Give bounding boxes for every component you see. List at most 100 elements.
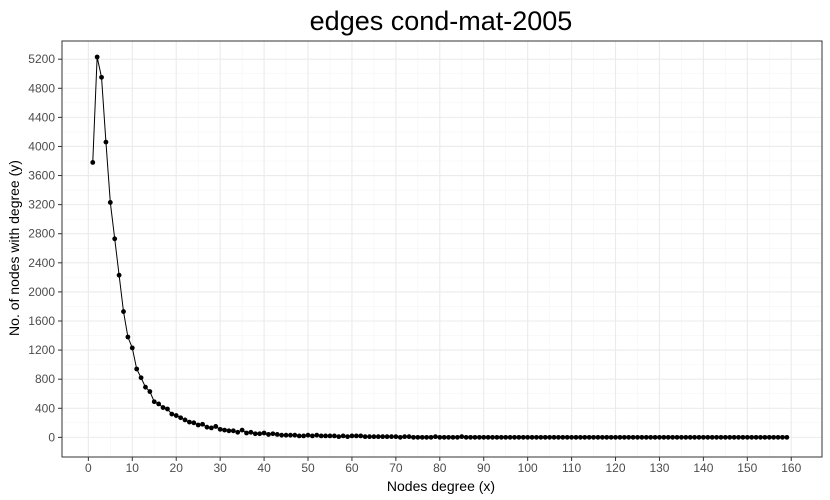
data-point [657,434,662,440]
data-point [252,431,258,437]
data-point [428,434,434,440]
x-tick-label: 40 [257,461,271,475]
data-point [362,434,368,440]
data-point [323,433,328,439]
data-point [433,434,438,440]
x-tick-label: 110 [562,461,581,475]
data-point [481,434,487,440]
data-point [696,434,702,440]
data-point [375,434,381,440]
data-point [165,406,170,412]
data-point [143,384,148,390]
data-point [582,434,588,440]
data-point [305,432,311,438]
data-point [204,424,210,430]
y-tick-label: 4000 [28,139,55,153]
y-tick-label: 4400 [28,110,55,124]
data-point [718,434,724,440]
data-point [288,432,293,438]
data-point [402,434,408,440]
data-point [740,434,746,440]
data-point [564,434,570,440]
x-tick-label: 60 [345,461,359,475]
data-point [459,434,465,440]
data-point [617,434,623,440]
data-point [472,434,478,440]
data-point [195,422,201,428]
data-point [476,434,482,440]
data-point [248,429,254,435]
data-point [270,431,276,437]
data-point [200,421,205,427]
data-point [125,334,131,340]
data-point [512,434,517,440]
data-point [687,434,693,440]
data-point [353,433,359,439]
x-tick-label: 10 [126,461,140,475]
data-point [173,413,179,418]
data-point [599,434,605,440]
data-point [266,432,271,437]
data-point [112,236,118,242]
data-point [301,433,307,439]
data-point [349,433,355,439]
data-point [714,434,719,440]
data-point [630,434,636,440]
data-point [520,434,526,440]
data-point [503,434,509,440]
grid [62,41,822,457]
x-tick-label: 80 [433,461,447,475]
data-point [310,433,315,439]
data-point [516,434,522,440]
data-point [397,434,403,440]
data-point [525,434,531,440]
data-point [613,434,618,440]
data-point [169,411,175,417]
data-point [90,160,96,165]
data-point [674,434,680,440]
data-point [736,434,741,440]
data-point [239,427,245,433]
data-point [577,434,583,440]
data-point [683,434,689,440]
data-point [542,434,548,440]
data-point [380,434,386,440]
data-point [389,434,394,440]
data-point [573,434,579,440]
data-point [595,434,601,440]
data-point [318,433,324,439]
data-point [727,434,733,440]
data-point [257,431,263,437]
x-tick-label: 50 [301,461,315,475]
data-point [292,432,298,438]
data-point [569,434,574,440]
data-point [652,434,658,440]
data-point [626,434,632,440]
data-point [679,434,684,440]
data-point [635,434,640,440]
data-point [709,434,715,440]
y-tick-label: 800 [35,372,55,386]
x-axis: 0 10 20 30 40 50 60 70 80 90 100 110 120 130 140 150 160 [85,457,802,475]
data-point [450,434,456,440]
y-tick-label: 3600 [28,169,55,183]
data-point [753,434,759,440]
data-point [586,434,592,440]
y-axis: 0 400 800 1200 1600 2000 2400 2800 3200 3600 4000 4… [28,52,62,444]
data-point [222,427,227,433]
data-point [103,139,109,145]
data-point [551,434,557,440]
data-point [336,434,342,440]
data-point [327,433,333,439]
data-point [648,434,654,440]
data-point [749,434,755,440]
x-axis-title: Nodes degree (x) [387,478,495,494]
data-point [538,434,544,440]
data-point [454,434,460,440]
data-point [213,424,219,429]
y-tick-label: 1600 [28,314,55,328]
data-point [107,200,113,205]
data-point [771,434,777,440]
data-point [134,366,140,372]
data-point [534,434,539,440]
